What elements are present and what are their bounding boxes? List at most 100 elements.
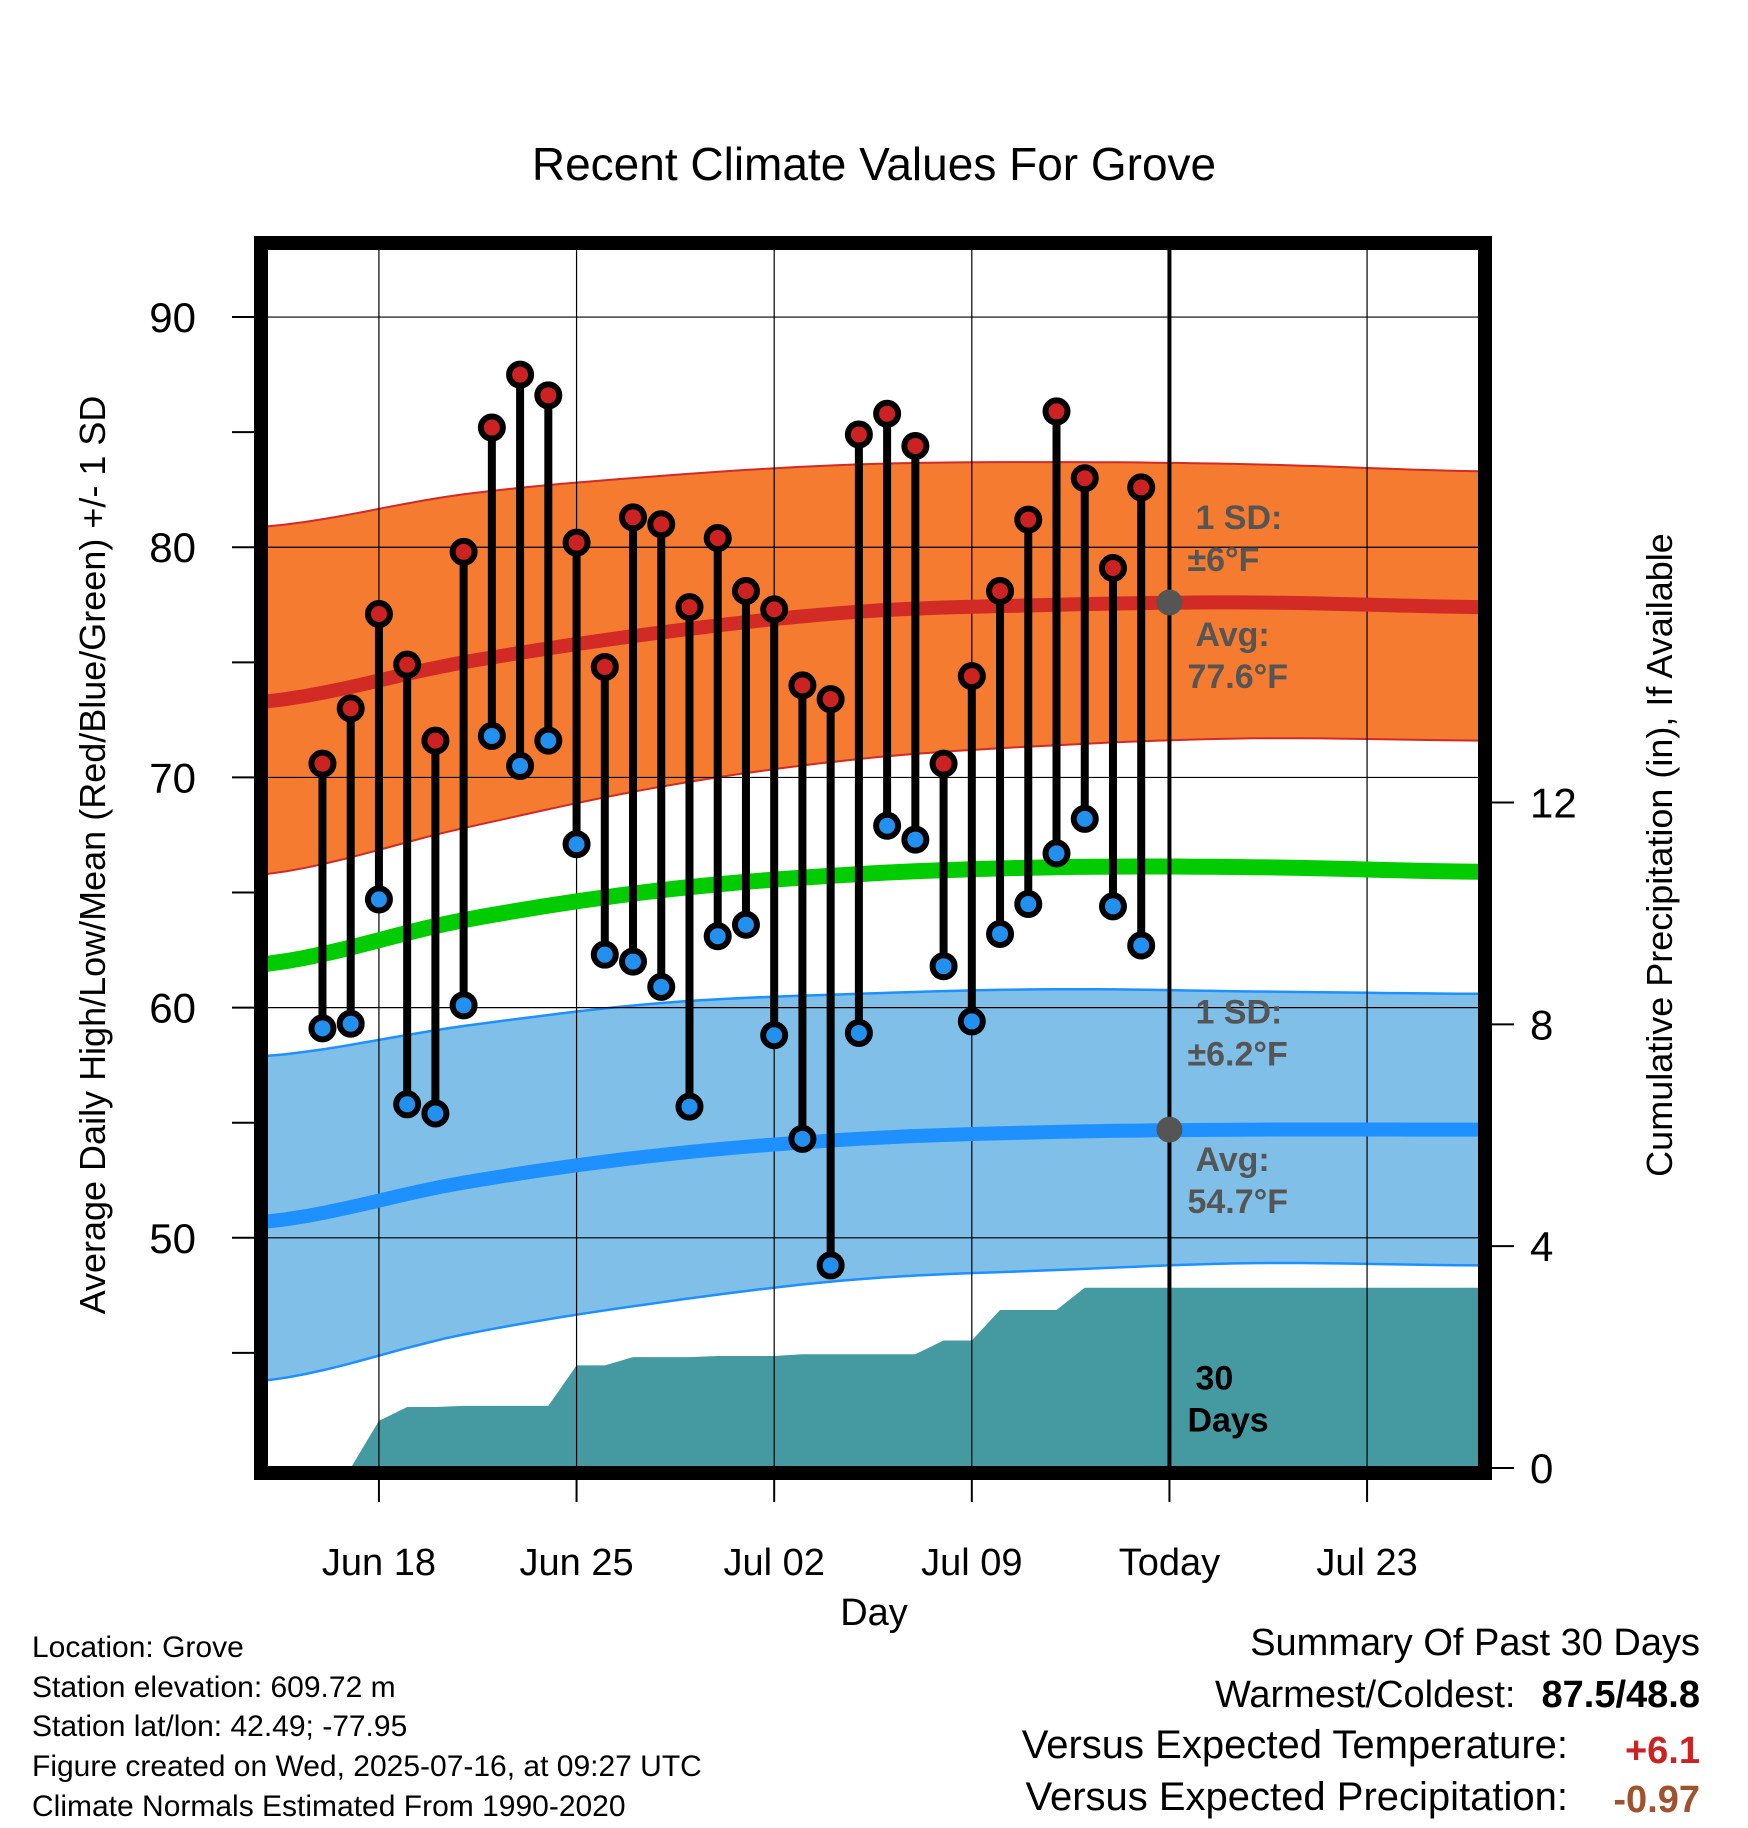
daily-high-point <box>844 420 873 449</box>
daily-low-point <box>929 952 958 981</box>
daily-high-point <box>675 593 704 622</box>
footer-elevation: Station elevation: 609.72 m <box>32 1671 396 1704</box>
y-tick-label-right: 0 <box>1530 1445 1553 1492</box>
daily-low-point <box>873 811 902 840</box>
high-sd-annotation-line: 1 SD: <box>1195 499 1282 537</box>
precip-area <box>350 1287 1480 1468</box>
temp-departure-label: Versus Expected Temperature: <box>1022 1723 1568 1767</box>
daily-low-point <box>1014 890 1043 919</box>
daily-high-point <box>364 600 393 628</box>
daily-high-point <box>957 662 986 691</box>
period-annotation: 30 Days <box>1187 1360 1268 1440</box>
low-sd-annotation-line: ±6.2°F <box>1187 1036 1287 1074</box>
daily-high-point <box>534 381 563 410</box>
footer-info: Location: Grove Station elevation: 609.7… <box>32 1631 702 1823</box>
footer-latlon: Station lat/lon: 42.49; -77.95 <box>32 1710 407 1743</box>
precip-departure-label: Versus Expected Precipitation: <box>1025 1775 1568 1819</box>
y-tick-label-left: 60 <box>149 985 196 1032</box>
plot-area: 1 SD: ±6°F Avg: 77.6°F 1 SD: ±6.2°F Avg: 54.7°F… <box>149 236 1577 1584</box>
daily-low-point <box>675 1092 704 1121</box>
high-avg-annotation-line: Avg: <box>1195 616 1269 654</box>
daily-low-point <box>590 940 619 969</box>
low-sd-annotation-line: 1 SD: <box>1195 994 1282 1032</box>
plot-content: 1 SD: ±6°F Avg: 77.6°F 1 SD: ±6.2°F Avg: 54.7°F… <box>266 248 1480 1468</box>
high-sd-band <box>266 461 1480 876</box>
daily-low-point <box>901 825 930 854</box>
daily-high-point <box>421 726 450 755</box>
daily-high-point <box>1070 464 1099 493</box>
daily-high-point <box>788 671 817 700</box>
temp-departure-value: +6.1 <box>1625 1730 1700 1772</box>
daily-low-point <box>1042 839 1071 868</box>
daily-low-point <box>336 1009 365 1038</box>
daily-high-point <box>816 685 845 714</box>
daily-high-point <box>590 652 619 681</box>
footer-location: Location: Grove <box>32 1631 244 1664</box>
high-sd-annotation-line: ±6°F <box>1187 541 1259 579</box>
high-sd-annotation: 1 SD: ±6°F <box>1187 499 1282 579</box>
daily-low-point <box>788 1124 817 1153</box>
high-avg-annotation: Avg: 77.6°F <box>1187 616 1288 696</box>
warm-cold-separator: / <box>1615 1674 1626 1716</box>
daily-low-point <box>647 972 676 1001</box>
x-tick-label: Today <box>1119 1542 1220 1584</box>
x-tick-label: Jul 09 <box>921 1542 1022 1584</box>
daily-high-point <box>449 537 478 566</box>
daily-high-point <box>1042 397 1071 426</box>
x-axis-label: Day <box>840 1592 908 1634</box>
daily-low-point <box>506 751 535 780</box>
daily-high-point <box>619 503 648 532</box>
y-tick-label-left: 70 <box>149 754 196 801</box>
daily-low-point <box>449 991 478 1020</box>
low-avg-annotation-line: Avg: <box>1195 1141 1269 1179</box>
daily-high-point <box>929 749 958 778</box>
warm-cold-label: Warmest/Coldest: <box>1215 1674 1516 1716</box>
daily-low-point <box>1070 804 1099 833</box>
y-tick-label-right: 8 <box>1530 1001 1553 1048</box>
daily-high-point <box>703 524 732 553</box>
low-sd-annotation: 1 SD: ±6.2°F <box>1187 994 1287 1074</box>
daily-low-point <box>957 1007 986 1036</box>
coldest-value: 48.8 <box>1626 1674 1700 1716</box>
summary-warm-cold: Warmest/Coldest: 87.5/48.8 <box>1215 1674 1700 1716</box>
y-axis-label-right: Cumulative Precipitation (in), If Availa… <box>1639 533 1680 1177</box>
today-high-avg-marker <box>1156 589 1183 616</box>
daily-low-point <box>1098 892 1127 921</box>
daily-low-point <box>816 1251 845 1280</box>
daily-high-point <box>562 528 591 557</box>
daily-high-point <box>393 650 422 679</box>
high-avg-annotation-line: 77.6°F <box>1187 658 1288 696</box>
summary-panel: Summary Of Past 30 Days Warmest/Coldest:… <box>1022 1622 1700 1821</box>
low-avg-annotation: Avg: 54.7°F <box>1187 1141 1288 1221</box>
period-annotation-line: Days <box>1187 1402 1268 1440</box>
low-avg-annotation-line: 54.7°F <box>1187 1183 1288 1221</box>
precip-departure-value: -0.97 <box>1613 1779 1700 1821</box>
today-low-avg-marker <box>1156 1116 1183 1143</box>
summary-title: Summary Of Past 30 Days <box>1250 1622 1700 1664</box>
daily-low-point <box>619 947 648 976</box>
y-tick-label-left: 90 <box>149 294 196 341</box>
daily-high-point <box>1127 473 1156 502</box>
daily-low-point <box>986 919 1015 948</box>
daily-low-point <box>393 1090 422 1119</box>
low-avg-line <box>266 1122 1480 1229</box>
y-tick-label-left: 80 <box>149 524 196 571</box>
daily-high-point <box>1098 553 1127 582</box>
y-tick-label-right: 4 <box>1530 1223 1553 1270</box>
x-tick-label: Jun 25 <box>520 1542 634 1584</box>
low-sd-band <box>266 987 1480 1382</box>
y-axis-label-left: Average Daily High/Low/Mean (Red/Blue/Gr… <box>72 396 113 1315</box>
plot-frame <box>254 236 1492 1480</box>
daily-low-point <box>421 1099 450 1128</box>
daily-low-point <box>844 1018 873 1047</box>
daily-high-point <box>873 399 902 428</box>
daily-low-point <box>562 830 591 859</box>
daily-low-point <box>703 922 732 951</box>
daily-high-point <box>731 576 760 605</box>
mean-avg-line <box>266 858 1480 972</box>
y-tick-label-right: 12 <box>1530 780 1577 827</box>
daily-high-point <box>336 694 365 723</box>
footer-normals: Climate Normals Estimated From 1990-2020 <box>32 1790 626 1823</box>
daily-low-point <box>364 885 393 914</box>
